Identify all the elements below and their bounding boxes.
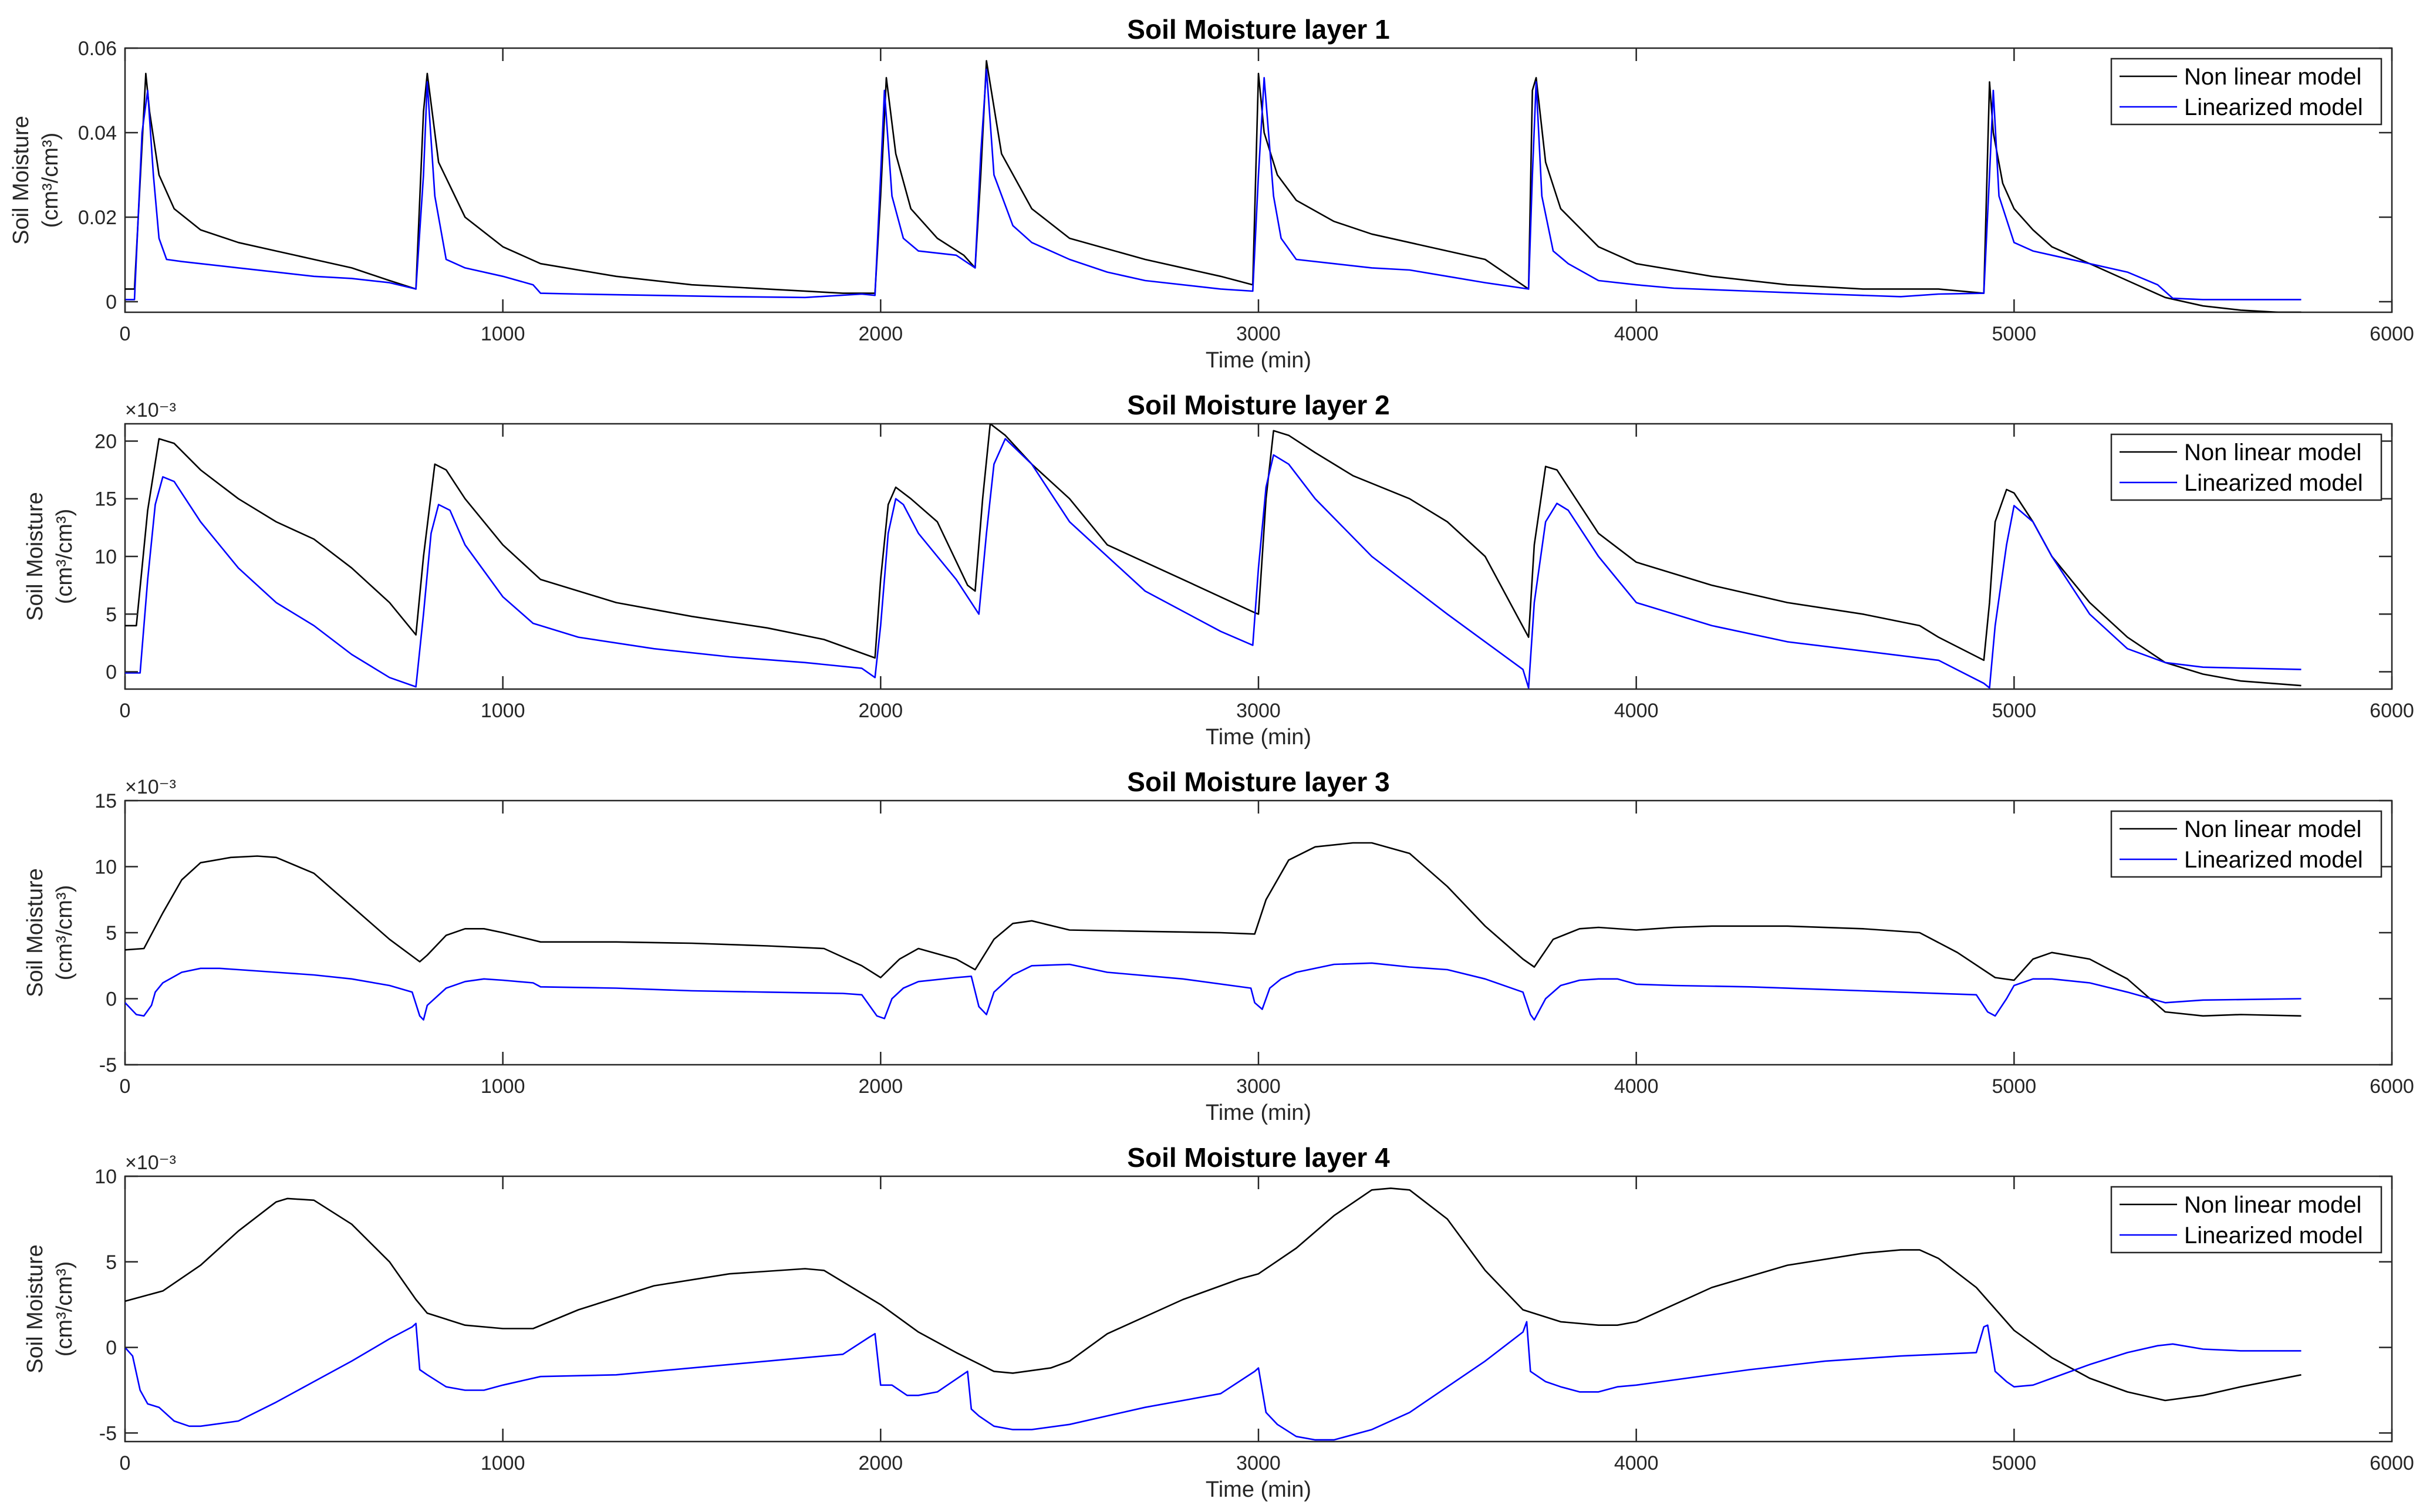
x-tick-label: 6000 <box>2370 323 2414 345</box>
series-line-nonlinear <box>125 424 2301 687</box>
legend-box <box>2110 58 2382 126</box>
chart-title: Soil Moisture layer 4 <box>1127 1142 1390 1173</box>
legend: Non linear model Linearized model <box>2110 810 2382 878</box>
y-axis-unit: (cm³/cm³) <box>52 885 77 980</box>
x-tick-label: 2000 <box>859 1452 903 1474</box>
legend-box <box>2110 433 2382 501</box>
x-axis-label: Time (min) <box>1206 348 1311 373</box>
x-tick-label: 4000 <box>1614 1075 1659 1098</box>
legend: Non linear model Linearized model <box>2110 433 2382 501</box>
series-line-linearized <box>125 1321 2301 1441</box>
legend-box <box>2110 810 2382 878</box>
x-tick-label: 0 <box>120 700 131 722</box>
x-axis-label: Time (min) <box>1206 725 1311 750</box>
x-tick-label: 0 <box>120 323 131 345</box>
x-tick-label: 5000 <box>1992 1452 2037 1474</box>
series-line-linearized <box>125 962 2301 1021</box>
x-tick-label: 4000 <box>1614 323 1659 345</box>
y-tick-label: 0 <box>106 291 117 313</box>
x-tick-label: 5000 <box>1992 323 2037 345</box>
y-tick-label: 0 <box>106 1337 117 1359</box>
x-tick-label: 5000 <box>1992 700 2037 722</box>
x-tick-label: 2000 <box>859 700 903 722</box>
chart-title: Soil Moisture layer 2 <box>1127 390 1389 420</box>
x-tick-label: 4000 <box>1614 1452 1659 1474</box>
y-axis-label: Soil Moisture <box>23 868 48 997</box>
y-axis-label: Soil Moisture <box>23 492 48 621</box>
legend-label-nonlinear: Non linear model <box>2184 1192 2361 1218</box>
chart-title: Soil Moisture layer 3 <box>1127 767 1389 797</box>
x-tick-label: 3000 <box>1236 1452 1281 1474</box>
plot-frame <box>124 799 2393 1066</box>
y-tick-label: -5 <box>99 1054 117 1076</box>
y-tick-label: 10 <box>95 1166 117 1188</box>
x-axis-label: Time (min) <box>1206 1477 1311 1502</box>
x-tick-label: 3000 <box>1236 700 1281 722</box>
y-axis-label: Soil Moisture <box>9 116 33 245</box>
y-axis-unit: (cm³/cm³) <box>38 133 63 228</box>
x-tick-label: 3000 <box>1236 323 1281 345</box>
x-tick-label: 6000 <box>2370 1452 2414 1474</box>
series-line-linearized <box>125 438 2301 689</box>
plot-frame <box>124 1175 2393 1443</box>
x-tick-label: 1000 <box>481 700 525 722</box>
y-tick-label: 5 <box>106 603 117 626</box>
x-tick-label: 5000 <box>1992 1075 2037 1098</box>
x-axis-label: Time (min) <box>1206 1101 1311 1125</box>
chart-title: Soil Moisture layer 1 <box>1127 14 1389 45</box>
x-tick-label: 0 <box>120 1075 131 1098</box>
y-axis-label: Soil Moisture <box>23 1244 48 1373</box>
panel-2: 0 1000 2000 3000 4000 5000 6000 0 5 10 15 20 ×10⁻³ So… <box>23 390 2414 750</box>
legend: Non linear model Linearized model <box>2110 1186 2382 1254</box>
y-tick-label: 20 <box>95 430 117 453</box>
x-tick-label: 2000 <box>859 1075 903 1098</box>
legend-label-linearized: Linearized model <box>2184 470 2363 496</box>
legend-label-nonlinear: Non linear model <box>2184 440 2361 465</box>
x-tick-label: 6000 <box>2370 700 2414 722</box>
y-tick-label: 5 <box>106 922 117 944</box>
series-line-nonlinear <box>125 842 2301 1017</box>
x-tick-label: 3000 <box>1236 1075 1281 1098</box>
y-axis-unit: (cm³/cm³) <box>52 1261 77 1356</box>
y-tick-label: 0 <box>106 662 117 684</box>
x-tick-label: 4000 <box>1614 700 1659 722</box>
legend-label-linearized: Linearized model <box>2184 95 2363 120</box>
legend-label-nonlinear: Non linear model <box>2184 816 2361 842</box>
y-tick-label: 0.04 <box>78 122 117 144</box>
y-tick-label: 0.06 <box>78 38 117 60</box>
y-tick-label: 0 <box>106 988 117 1011</box>
x-tick-label: 1000 <box>481 1075 525 1098</box>
x-tick-label: 2000 <box>859 323 903 345</box>
y-tick-label: 10 <box>95 546 117 568</box>
y-tick-label: 15 <box>95 790 117 812</box>
y-axis-unit: (cm³/cm³) <box>52 509 77 604</box>
legend-label-linearized: Linearized model <box>2184 1223 2363 1248</box>
y-tick-label: 5 <box>106 1251 117 1274</box>
y-tick-label: 10 <box>95 856 117 879</box>
y-tick-label: 15 <box>95 488 117 511</box>
legend: Non linear model Linearized model <box>2110 58 2382 126</box>
x-tick-label: 1000 <box>481 323 525 345</box>
series-line-linearized <box>125 68 2301 301</box>
series-line-nonlinear <box>125 1187 2301 1402</box>
x-tick-label: 1000 <box>481 1452 525 1474</box>
panel-1: 0 1000 2000 3000 4000 5000 6000 0 0.02 0.04 0.06 So… <box>9 14 2414 373</box>
y-exponent: ×10⁻³ <box>125 399 176 421</box>
legend-label-linearized: Linearized model <box>2184 847 2363 873</box>
y-exponent: ×10⁻³ <box>125 1152 176 1174</box>
y-exponent: ×10⁻³ <box>125 776 176 798</box>
legend-label-nonlinear: Non linear model <box>2184 64 2361 90</box>
x-tick-label: 0 <box>120 1452 131 1474</box>
y-tick-label: -5 <box>99 1422 117 1445</box>
legend-box <box>2110 1186 2382 1254</box>
x-tick-label: 6000 <box>2370 1075 2414 1098</box>
y-tick-label: 0.02 <box>78 207 117 229</box>
